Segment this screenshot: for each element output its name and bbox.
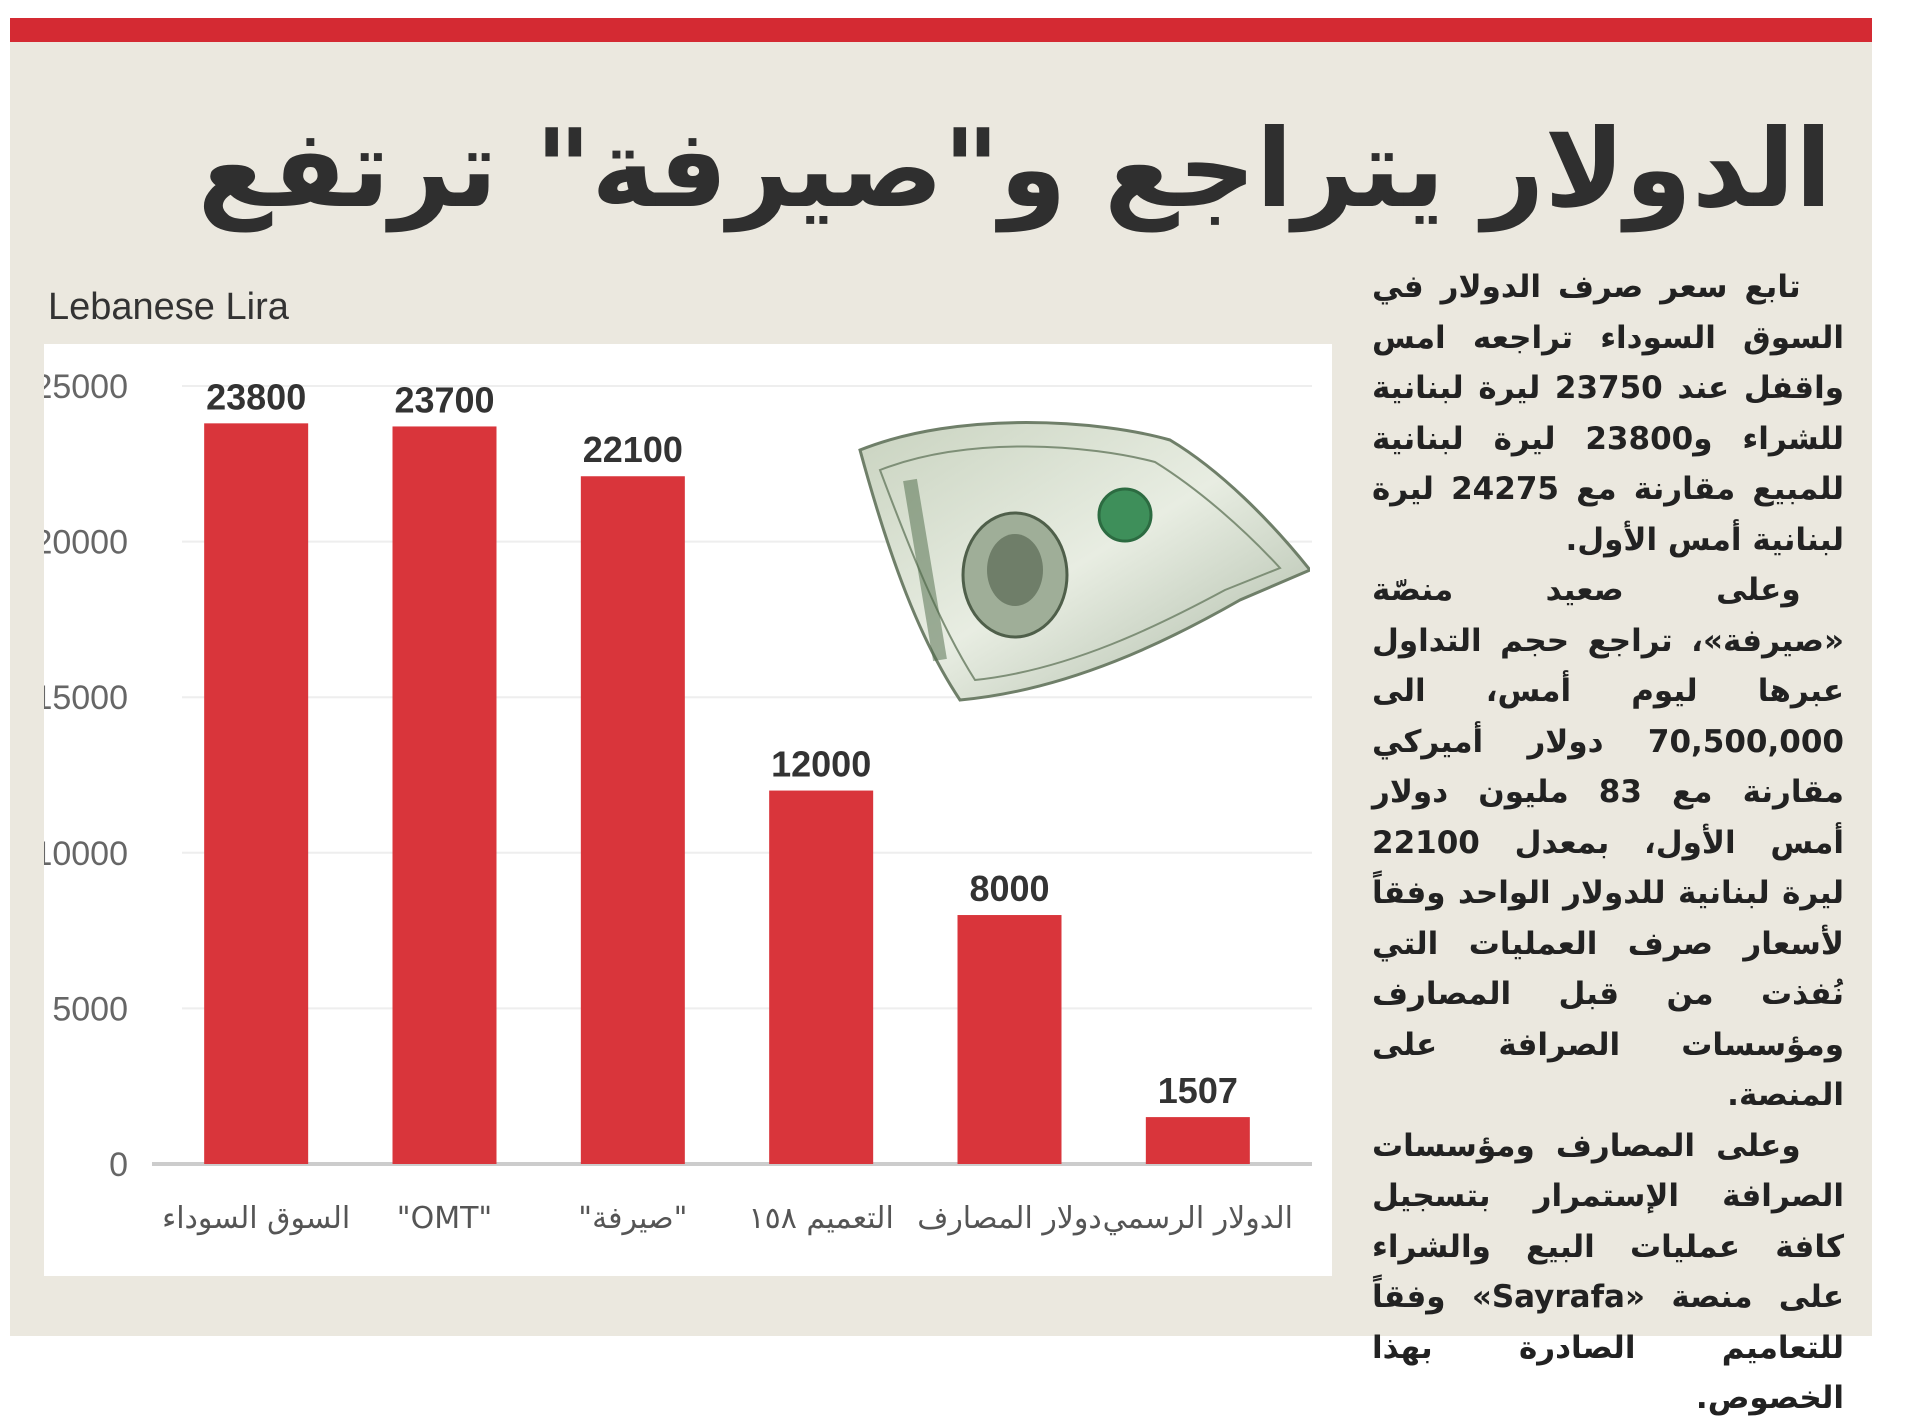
y-tick-label: 10000 [44, 835, 128, 873]
data-label: 23800 [206, 376, 306, 417]
article-paragraph: وعلى المصارف ومؤسسات الصرافة الإستمرار ب… [1372, 1127, 1845, 1417]
headline: الدولار يتراجع و"صيرفة" ترتفع [197, 107, 1832, 232]
y-tick-label: 20000 [44, 524, 128, 562]
data-label: 1507 [1158, 1070, 1238, 1111]
article-paragraph: تابع سعر صرف الدولار في السوق السوداء تر… [1372, 269, 1844, 558]
data-label: 23700 [394, 379, 494, 420]
y-tick-label: 0 [109, 1146, 128, 1184]
bar [204, 423, 309, 1164]
x-tick-label: الدولار الرسمي [1103, 1201, 1293, 1236]
article-paragraph: وعلى صعيد منصّة «صيرفة»، تراجع حجم التدا… [1372, 572, 1844, 1113]
x-tick-label: التعميم ١٥٨ [749, 1201, 894, 1236]
dollar-bill-icon [858, 421, 1310, 702]
article-body: تابع سعر صرف الدولار في السوق السوداء تر… [1372, 262, 1844, 1424]
top-accent-rule [10, 18, 1872, 42]
data-label: 22100 [583, 429, 683, 470]
bar [580, 476, 685, 1164]
bar [1145, 1117, 1250, 1164]
y-tick-label: 15000 [44, 679, 128, 717]
x-tick-label: "OMT" [397, 1201, 492, 1236]
bar-chart: 0 5000 10000 15000 20000 25000 23800 السوق السو… [44, 368, 1312, 1236]
bar [957, 915, 1062, 1164]
x-tick-label: دولار المصارف [917, 1201, 1102, 1236]
x-tick-label: السوق السوداء [162, 1201, 350, 1236]
data-label: 12000 [771, 744, 871, 785]
x-tick-label: "صيرفة" [578, 1201, 687, 1236]
bar [392, 426, 497, 1164]
bar [769, 790, 874, 1164]
y-tick-label: 25000 [44, 368, 128, 406]
y-axis-unit-label: Lebanese Lira [48, 286, 289, 328]
y-tick-label: 5000 [52, 990, 128, 1028]
data-label: 8000 [969, 868, 1049, 909]
